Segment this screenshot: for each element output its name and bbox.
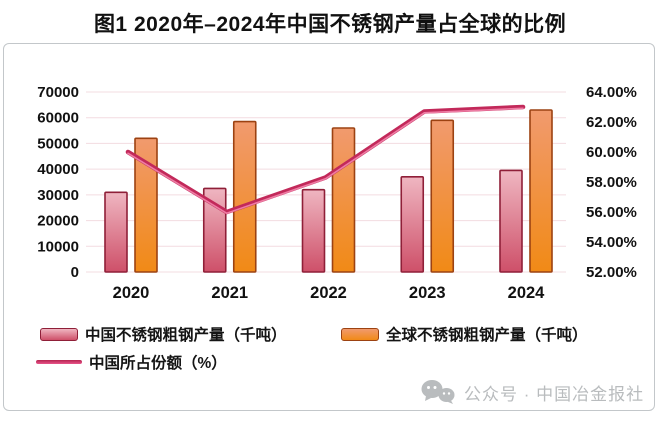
svg-text:2020: 2020	[113, 284, 150, 302]
china-bar-swatch-icon	[40, 327, 78, 341]
watermark: 公众号 · 中国冶金报社	[420, 379, 644, 405]
page-title: 图1 2020年–2024年中国不锈钢产量占全球的比例	[93, 13, 567, 36]
legend-item-share-line: 中国所占份额（%）	[36, 354, 227, 372]
svg-text:0: 0	[71, 264, 79, 281]
legend-item-global-bars: 全球不锈钢粗钢产量（千吨）	[341, 326, 588, 344]
svg-text:54.00%: 54.00%	[586, 234, 637, 251]
svg-text:30000: 30000	[37, 187, 79, 204]
legend-label-share-line: 中国所占份额（%）	[89, 355, 227, 372]
svg-text:70000: 70000	[37, 84, 79, 101]
svg-text:2022: 2022	[310, 284, 347, 302]
svg-text:56.00%: 56.00%	[586, 204, 637, 221]
legend-label-global-bars: 全球不锈钢粗钢产量（千吨）	[386, 327, 588, 344]
svg-text:62.00%: 62.00%	[586, 114, 637, 131]
wechat-icon	[421, 380, 455, 404]
svg-text:50000: 50000	[37, 135, 79, 152]
legend-label-china-bars: 中国不锈钢粗钢产量（千吨）	[85, 327, 287, 344]
share-line-swatch-icon	[36, 359, 82, 365]
svg-text:52.00%: 52.00%	[586, 264, 637, 281]
svg-text:40000: 40000	[37, 161, 79, 178]
svg-text:60.00%: 60.00%	[586, 144, 637, 161]
svg-text:58.00%: 58.00%	[586, 174, 637, 191]
svg-text:20000: 20000	[37, 213, 79, 230]
svg-text:2023: 2023	[409, 284, 446, 302]
watermark-text: 公众号 · 中国冶金报社	[464, 384, 645, 404]
svg-text:60000: 60000	[37, 110, 79, 127]
svg-text:2024: 2024	[508, 284, 546, 302]
svg-text:64.00%: 64.00%	[586, 84, 637, 101]
global-bar-swatch-icon	[341, 327, 379, 341]
chart-frame	[3, 43, 655, 411]
legend-item-china-bars: 中国不锈钢粗钢产量（千吨）	[40, 326, 287, 344]
svg-text:2021: 2021	[211, 284, 248, 302]
svg-text:10000: 10000	[37, 238, 79, 255]
